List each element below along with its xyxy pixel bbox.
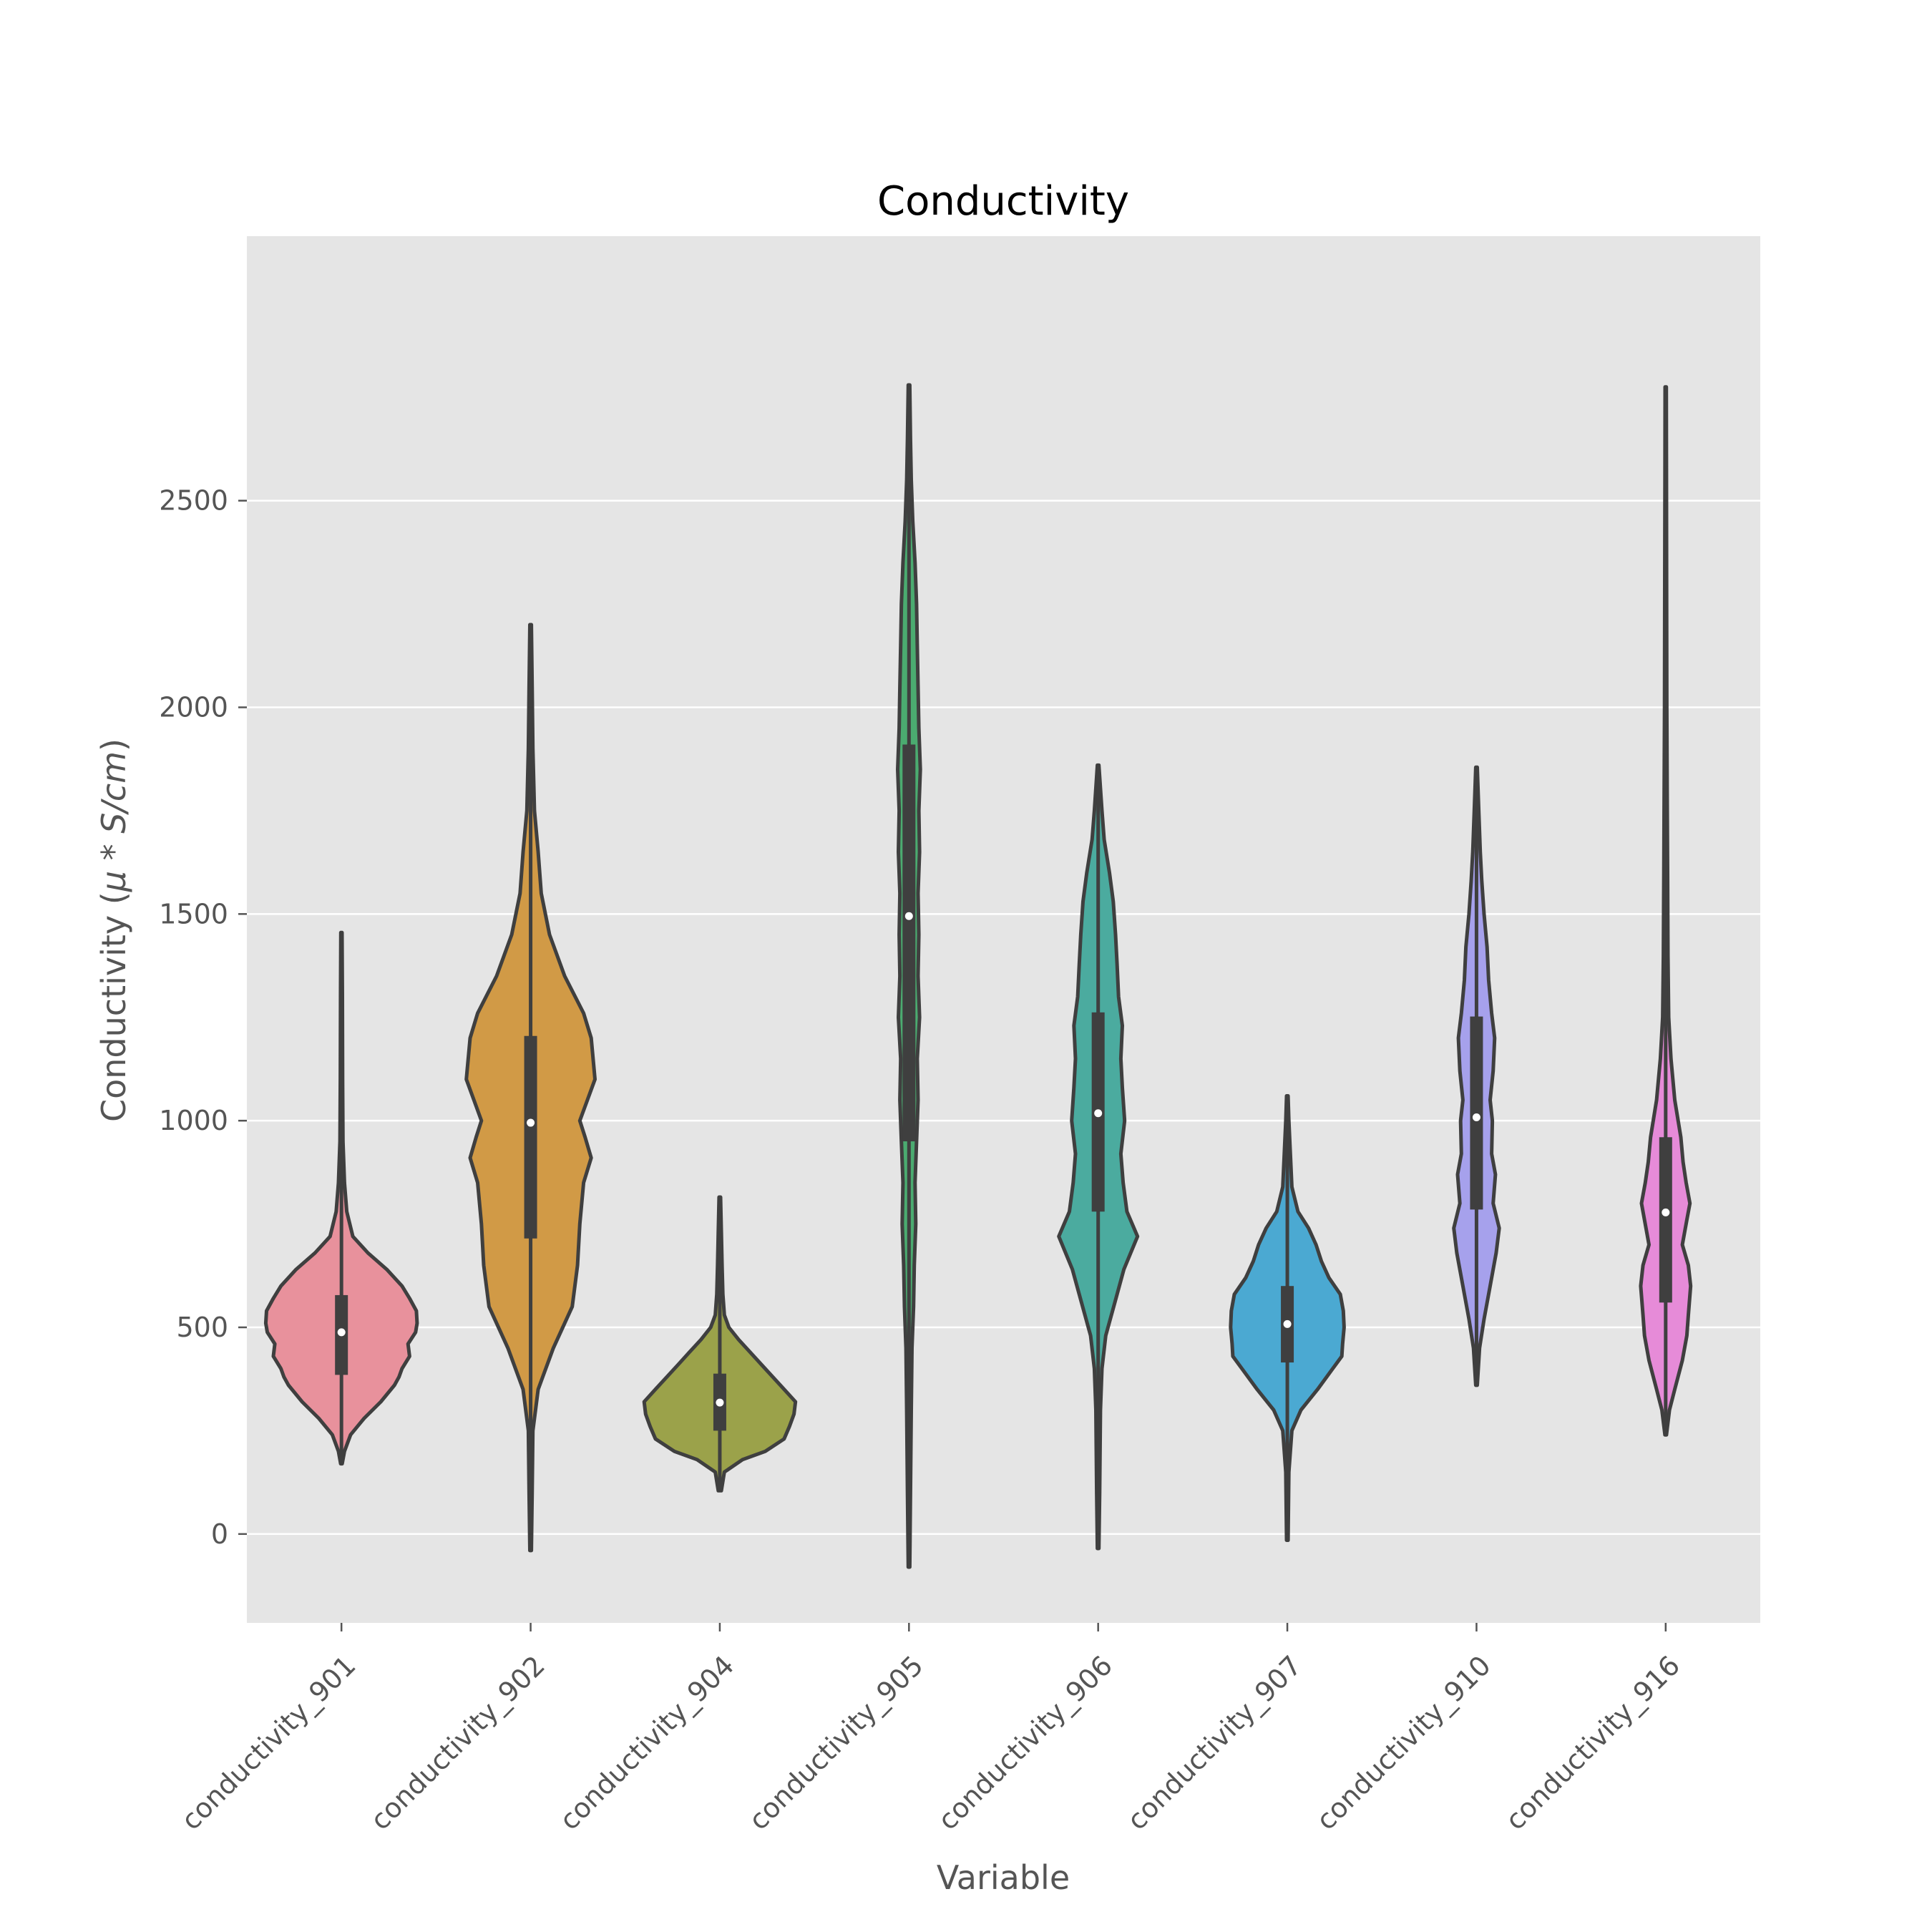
violin-conductivity_916: [1639, 385, 1693, 1437]
median-point: [1283, 1319, 1292, 1328]
median-point: [1094, 1109, 1103, 1118]
iqr-box: [902, 744, 916, 1142]
violins: [263, 383, 1693, 1569]
violin-conductivity_910: [1452, 765, 1501, 1387]
x-axis: conductivity_901 conductivity_902 conducti…: [175, 1623, 1686, 1836]
y-tick-label: 500: [176, 1312, 228, 1343]
y-tick-label: 0: [211, 1518, 228, 1550]
x-tick-label: conductivity_906: [932, 1649, 1118, 1836]
y-tick-label: 1000: [159, 1105, 228, 1136]
x-tick-label: conductivity_902: [364, 1649, 551, 1836]
x-tick-label: conductivity_907: [1121, 1649, 1308, 1836]
violin-conductivity_902: [464, 623, 597, 1553]
chart-title: Conductivity: [877, 178, 1129, 225]
x-tick-label: conductivity_901: [175, 1649, 362, 1836]
violin-conductivity_907: [1229, 1094, 1346, 1542]
median-point: [337, 1328, 346, 1337]
violin-conductivity_906: [1057, 763, 1140, 1551]
median-point: [716, 1398, 724, 1407]
median-point: [904, 912, 913, 920]
iqr-box: [524, 1035, 537, 1239]
y-axis-title: Conductivity (μ * S/cm): [94, 738, 133, 1122]
plot-background: [247, 236, 1760, 1623]
x-tick-label: conductivity_904: [554, 1649, 741, 1836]
x-tick-label: conductivity_910: [1310, 1649, 1497, 1836]
median-point: [1662, 1208, 1670, 1216]
y-tick-label: 1500: [159, 898, 228, 930]
x-tick-label: conductivity_905: [743, 1649, 930, 1836]
violin-conductivity_901: [263, 930, 419, 1466]
y-tick-label: 2500: [159, 485, 228, 517]
violin-conductivity_905: [896, 383, 922, 1569]
median-point: [527, 1118, 535, 1127]
y-axis: 0 500 1000 1500 2000 2500: [159, 485, 247, 1550]
iqr-box: [1470, 1016, 1483, 1210]
y-tick-label: 2000: [159, 692, 228, 723]
median-point: [1472, 1113, 1480, 1122]
violin-conductivity_904: [642, 1195, 798, 1493]
x-axis-title: Variable: [937, 1858, 1070, 1897]
iqr-box: [1659, 1137, 1672, 1303]
x-tick-label: conductivity_916: [1499, 1649, 1686, 1836]
